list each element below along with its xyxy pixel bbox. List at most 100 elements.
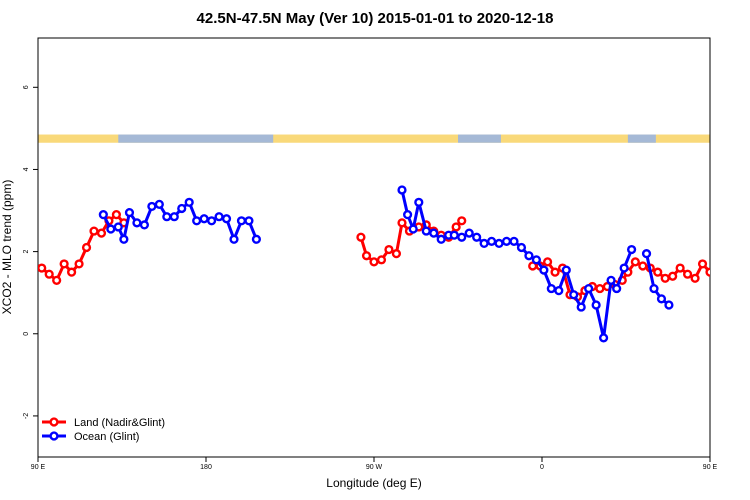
data-point [729,228,736,235]
y-tick-label: 6 [23,85,30,89]
x-tick-label: 0 [540,464,544,471]
data-point [207,216,217,226]
y-tick-label: 2 [23,250,30,254]
data-point [376,255,387,265]
data-point [472,232,482,242]
data-point [509,236,519,246]
data-point [429,228,439,238]
data-point [638,261,648,271]
data-point [690,273,700,283]
x-tick-label: 180 [200,464,212,471]
data-point [479,238,489,248]
data-point [664,300,674,310]
data-point [619,263,629,273]
data-point [251,234,262,244]
ocean-strip-segment [458,134,501,143]
y-tick-label: 4 [23,167,30,171]
data-point [44,269,54,279]
data-point [744,217,750,224]
legend-label: Land (Nadir&Glint) [74,417,165,429]
data-point [606,275,616,285]
data-point [192,216,202,226]
data-point [554,286,564,296]
chart-title: 42.5N-47.5N May (Ver 10) 2015-01-01 to 2… [196,10,554,27]
data-point [139,220,150,230]
plot-frame [37,37,711,458]
data-point [66,267,77,277]
data-point [436,234,446,244]
data-point [649,283,659,294]
data-point [595,283,605,294]
data-point [98,210,108,220]
land-strip [38,134,710,143]
x-tick-label: 90 E [31,464,46,471]
data-point [147,201,157,212]
series-line [400,189,633,340]
data-point [154,199,164,209]
data-point [132,218,142,228]
data-point [576,302,586,312]
data-point [569,290,579,300]
data-point [457,232,467,242]
data-point [96,228,107,238]
data-point [584,283,594,294]
data-point [494,238,504,248]
y-tick-label: -2 [23,413,30,419]
data-point [714,261,721,268]
data-point [542,257,553,267]
data-point [682,269,693,279]
data-point [464,228,474,238]
data-point [546,283,556,294]
series-ocean [98,185,674,343]
data-point [697,259,708,269]
data-point [612,283,622,294]
data-point [113,222,123,232]
x-tick-label: 90 W [366,464,383,471]
data-point [369,257,379,267]
data-point [214,212,224,222]
data-point [421,226,431,236]
data-point [660,273,670,283]
data-point [668,271,678,281]
series-line [532,260,710,299]
data-point [52,275,62,285]
data-point [457,216,467,226]
data-point [177,203,187,214]
data-point [38,263,47,273]
ocean-strip-segment [627,134,656,143]
x-tick-label: 90 E [703,464,718,471]
data-point [487,236,497,246]
data-point [184,197,194,207]
y-tick-label: 0 [23,332,30,336]
data-point [199,214,209,224]
data-point [221,214,232,224]
data-point [119,234,129,244]
ocean-strip-segment [118,134,274,143]
data-point [124,207,135,218]
data-point [550,267,560,277]
legend-swatch-marker [49,417,59,427]
data-point [384,244,394,255]
data-point [641,249,652,259]
data-point [516,242,527,253]
data-point [653,267,663,277]
data-point [736,230,743,237]
data-point [531,255,542,265]
data-point [397,185,407,195]
data-point [630,257,640,267]
data-point [408,224,418,234]
data-point [414,197,424,207]
data-point [626,244,637,255]
data-point [59,259,69,269]
data-point [722,244,729,251]
data-point [591,300,601,310]
data-point [449,230,459,240]
data-point [169,212,179,222]
legend-label: Ocean (Glint) [74,431,139,443]
data-point [361,251,372,261]
data-point [524,251,534,261]
data-point [675,263,685,273]
x-axis-label: Longitude (deg E) [326,476,422,490]
